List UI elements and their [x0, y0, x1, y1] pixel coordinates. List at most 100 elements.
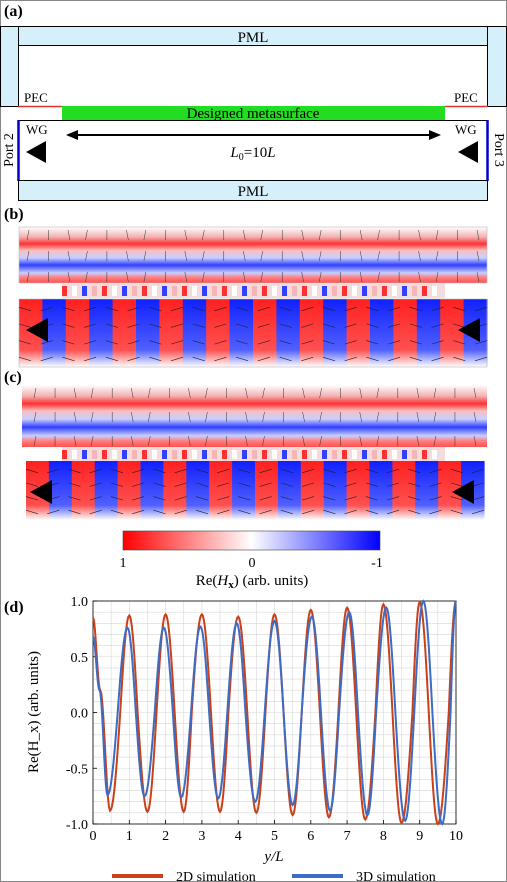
field-map-b [18, 226, 488, 368]
field-vector [323, 482, 336, 487]
field-vector [260, 271, 263, 283]
field-vector [25, 509, 39, 515]
field-column [232, 461, 256, 520]
field-vector [366, 356, 379, 362]
field-vector [143, 271, 147, 283]
field-vector [359, 387, 362, 399]
field-vector [84, 356, 97, 362]
metasurface-cell [152, 286, 157, 296]
field-vector [184, 250, 188, 262]
field-vector [18, 340, 32, 345]
field-vector [409, 323, 422, 328]
x-tick-label: 1 [126, 829, 133, 844]
pml-top-label: PML [238, 30, 269, 46]
x-tick-label: 3 [198, 829, 205, 844]
schematic: PML PEC PEC Designed metasurface WG WG L… [0, 26, 507, 201]
x-tick-label: 4 [235, 829, 242, 844]
metasurface-cell [282, 286, 287, 296]
metasurface-cell [82, 286, 87, 296]
field-column [159, 299, 184, 367]
field-vector [344, 496, 357, 501]
field-vector [217, 482, 230, 487]
metasurface-cell [332, 286, 337, 296]
field-vector [453, 306, 466, 312]
x-tick-label: 6 [307, 829, 314, 844]
metasurface-cell [162, 286, 167, 296]
field-vector [429, 482, 442, 487]
field-vector [184, 271, 188, 283]
field-vector [388, 306, 401, 312]
field-vector [90, 435, 94, 447]
metasurface-cell [422, 450, 427, 459]
field-vector [366, 306, 379, 312]
field-vector [105, 306, 118, 312]
field-vector [202, 250, 205, 262]
field-vector [319, 435, 322, 447]
panel-label-b: (b) [4, 206, 24, 223]
field-vector [388, 340, 401, 345]
field-vector [214, 323, 227, 328]
field-vector [453, 340, 466, 345]
field-column [117, 461, 142, 520]
field-vector [344, 356, 357, 362]
field-vector [416, 435, 420, 447]
field-vector [359, 250, 363, 262]
field-vector [408, 468, 421, 474]
field-column [136, 299, 160, 367]
field-vector [238, 496, 251, 501]
metasurface-cell [132, 450, 137, 459]
metasurface-cell [222, 450, 227, 459]
metasurface-cell [142, 450, 147, 459]
field-column [186, 461, 210, 520]
field-vector [68, 509, 81, 515]
field-column [346, 461, 371, 520]
field-vector [236, 323, 249, 328]
field-vector [238, 509, 251, 515]
field-vector [26, 271, 30, 283]
field-vector [89, 482, 102, 487]
field-vector [322, 356, 336, 362]
field-vector [376, 387, 380, 399]
metasurface-cell [62, 286, 67, 296]
panel-label-a: (a) [4, 3, 23, 20]
x-tick-label: 2 [162, 829, 169, 844]
port-right-label: Port 3 [491, 133, 506, 167]
metasurface-cell [372, 450, 377, 459]
field-vector [473, 411, 477, 423]
metasurface-cell [122, 286, 127, 296]
field-vector [192, 356, 205, 362]
field-vector [214, 340, 227, 345]
field-column [392, 461, 416, 520]
metasurface-cell [382, 286, 387, 296]
field-vector [245, 435, 248, 447]
field-vector [18, 356, 32, 362]
field-vector [132, 496, 145, 501]
y-axis-label: Re(H_x) (arb. units) [26, 651, 42, 773]
metasurface-cell [282, 450, 287, 459]
field-vector [33, 387, 37, 399]
metasurface-cell [222, 286, 227, 296]
field-vector [89, 468, 102, 474]
field-vector [170, 340, 184, 345]
metasurface-cell [62, 450, 67, 459]
metasurface-cell [292, 286, 297, 296]
field-vector [132, 482, 145, 487]
field-vector [302, 482, 315, 487]
field-column [346, 299, 371, 367]
field-vector [257, 323, 270, 328]
field-vector [409, 340, 422, 345]
metasurface-bar [62, 106, 445, 120]
field-column [276, 299, 301, 367]
field-vector [68, 496, 81, 501]
field-vector [435, 271, 439, 283]
field-vector [243, 250, 246, 262]
field-vector [279, 356, 292, 362]
field-vector [301, 323, 314, 328]
field-vector [148, 387, 151, 399]
field-vector [301, 306, 314, 312]
field-vector [127, 323, 140, 328]
field-vector [476, 250, 480, 262]
field-vector [192, 340, 205, 345]
field-vector [40, 356, 53, 362]
field-vector [386, 509, 400, 515]
